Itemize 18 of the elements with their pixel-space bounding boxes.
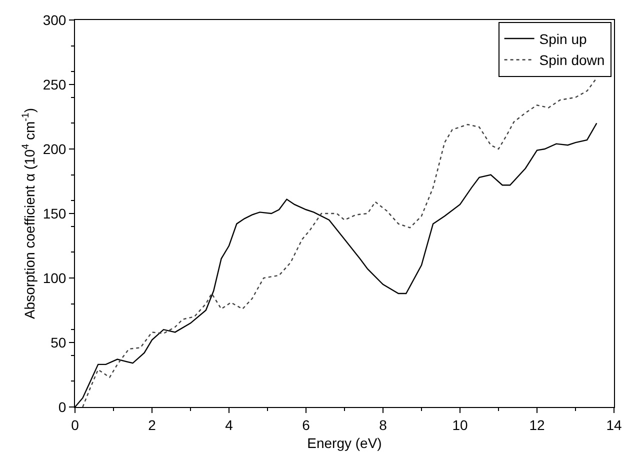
- x-tick-label: 0: [71, 416, 80, 433]
- x-tick-label: 12: [529, 416, 545, 433]
- x-tick-label: 8: [379, 416, 388, 433]
- y-tick-label: 150: [42, 205, 66, 222]
- x-tick-label: 10: [452, 416, 468, 433]
- y-tick-label: 0: [58, 398, 66, 415]
- y-tick-label: 100: [42, 270, 66, 286]
- x-tick-label: 6: [302, 416, 310, 433]
- y-tick-label: 300: [42, 12, 66, 28]
- y-tick-label: 250: [42, 76, 66, 92]
- y-tick-label: 50: [50, 334, 66, 350]
- x-axis-title: Energy (eV): [307, 435, 382, 452]
- legend-label: Spin up: [539, 30, 587, 47]
- x-tick-label: 2: [148, 416, 156, 433]
- y-tick-label: 200: [42, 140, 66, 157]
- x-tick-label: 4: [225, 416, 234, 433]
- legend-label: Spin down: [539, 52, 605, 68]
- x-tick-label: 14: [606, 416, 622, 433]
